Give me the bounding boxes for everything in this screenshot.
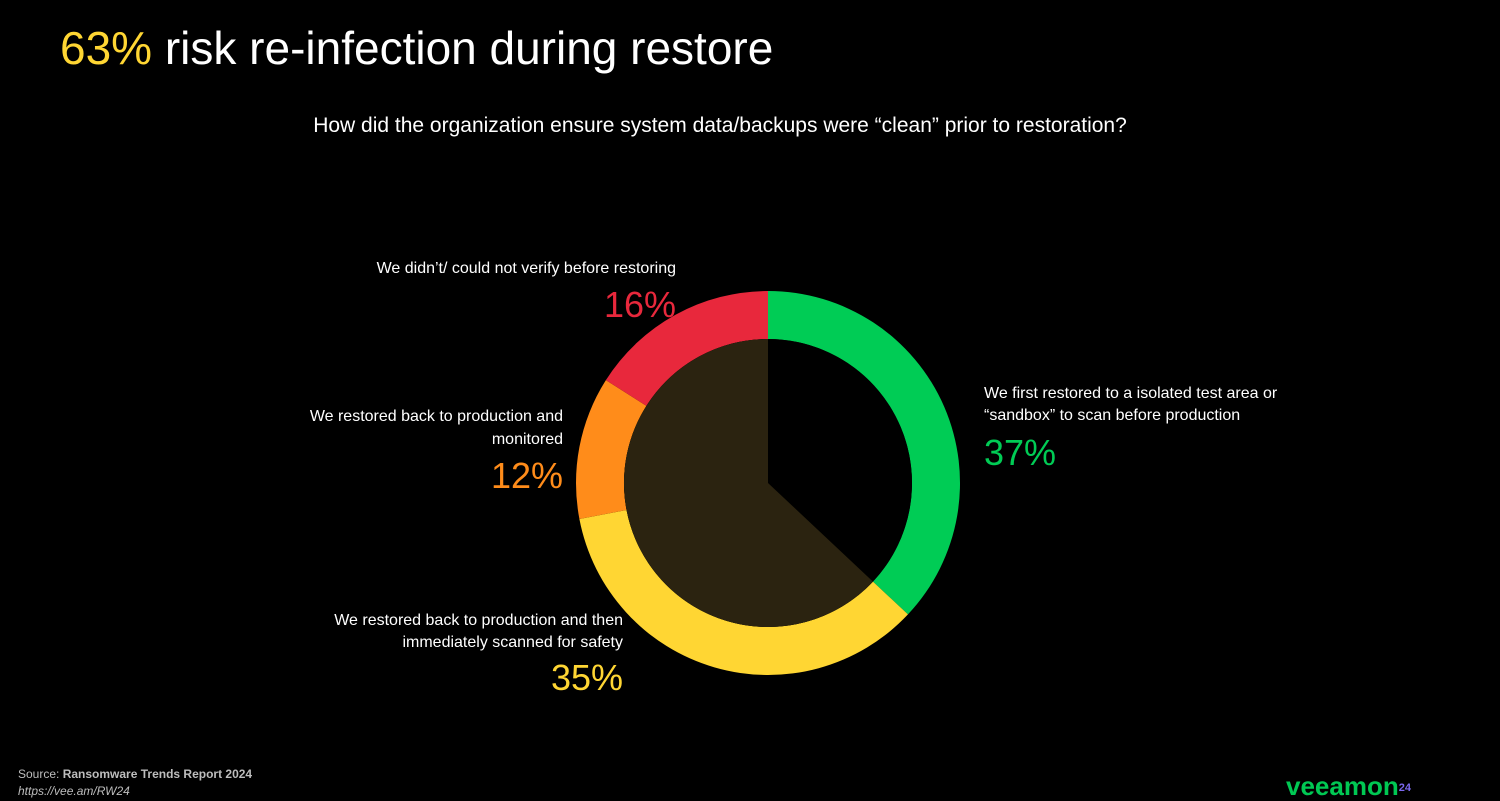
logo-sup: 24 [1398, 782, 1411, 794]
pct-unverified: 16% [603, 284, 676, 325]
label-monitored-line1: We restored back to production and [309, 408, 563, 425]
title-highlight: 63% [60, 22, 153, 74]
label-monitored-line2: monitored [491, 431, 563, 448]
pct-monitored: 12% [490, 455, 563, 496]
chart-subtitle: How did the organization ensure system d… [313, 114, 1127, 137]
page-title: 63% risk re-infection during restore [60, 20, 773, 76]
slice-unverified [605, 291, 768, 406]
label-scanned-line2: immediately scanned for safety [402, 634, 623, 651]
source-prefix: Source: [18, 767, 63, 781]
source-note: Source: Ransomware Trends Report 2024 [18, 766, 252, 782]
veeamon-logo: veeamon24 [1286, 772, 1411, 800]
pct-sandbox: 37% [984, 432, 1057, 473]
slice-sandbox [768, 291, 960, 615]
slice-monitored [575, 380, 647, 519]
label-sandbox-line2: “sandbox” to scan before production [984, 407, 1241, 424]
highlight-wedge [624, 339, 873, 627]
logo-text: veeamon [1286, 771, 1399, 801]
title-rest: risk re-infection during restore [152, 22, 774, 74]
pct-scanned: 35% [550, 657, 623, 698]
label-scanned-line1: We restored back to production and then [334, 612, 623, 629]
slice-scanned [579, 509, 908, 675]
label-unverified: We didn’t/ could not verify before resto… [376, 260, 676, 277]
label-sandbox-line1: We first restored to a isolated test are… [984, 385, 1278, 402]
source-name: Ransomware Trends Report 2024 [62, 767, 253, 781]
source-url[interactable]: https://vee.am/RW24 [18, 784, 130, 798]
